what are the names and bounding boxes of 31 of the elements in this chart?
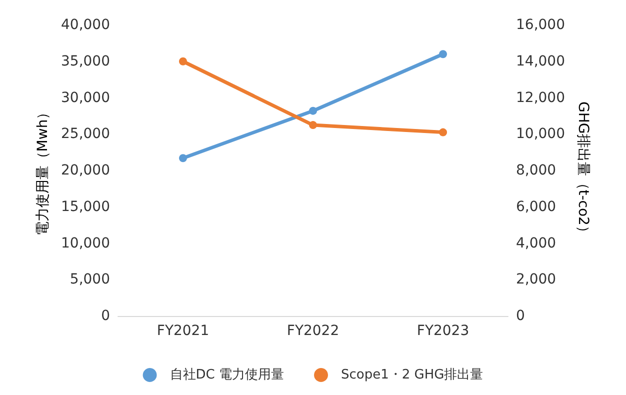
- y-tick-label: 0: [101, 308, 110, 324]
- y-tick-label: 35,000: [61, 53, 110, 70]
- legend-label: 自社DC 電力使用量: [170, 368, 284, 382]
- y-tick-label: 40,000: [61, 17, 110, 33]
- point: [179, 154, 187, 162]
- y2-tick-label: 14,000: [516, 53, 565, 70]
- y2-tick-label: 0: [516, 308, 525, 324]
- y2-tick-label: 12,000: [516, 90, 565, 106]
- point: [439, 50, 447, 58]
- y2-tick-label: 6,000: [516, 198, 556, 215]
- y2-tick-label: 8,000: [516, 162, 556, 178]
- y-tick-label: 25,000: [61, 126, 110, 142]
- y2-tick-label: 16,000: [516, 17, 565, 33]
- x-tick-label: FY2021: [156, 323, 210, 339]
- point: [309, 106, 317, 115]
- y-tick-label: 20,000: [61, 162, 110, 178]
- x-tick-label: FY2023: [416, 323, 470, 339]
- y2-tick-label: 2,000: [516, 272, 556, 288]
- y-tick-label: 10,000: [61, 235, 110, 252]
- y-axis-title: 電力使用量（Mwh）: [35, 105, 52, 236]
- point: [179, 57, 187, 66]
- point: [309, 121, 317, 130]
- legend-label: Scope1・2 GHG排出量: [341, 368, 484, 382]
- y2-tick-label: 10,000: [516, 126, 565, 142]
- y-tick-label: 30,000: [61, 90, 110, 106]
- y2-tick-label: 4,000: [516, 235, 556, 252]
- point: [439, 128, 447, 136]
- y-tick-label: 5,000: [70, 272, 110, 288]
- y2-axis-title: GHG排出量（t-co2）: [574, 102, 591, 240]
- y-tick-label: 15,000: [61, 198, 110, 215]
- x-tick-label: FY2022: [286, 323, 340, 339]
